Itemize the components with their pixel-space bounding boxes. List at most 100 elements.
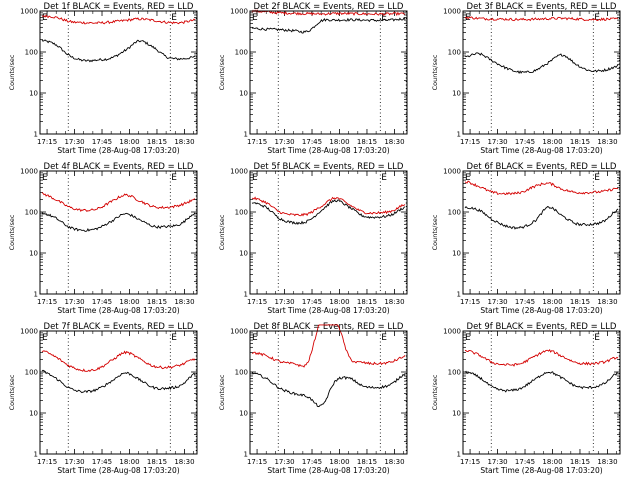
y-tick-label: 1000 [443, 8, 461, 16]
x-tick-label: 18:30 [384, 458, 404, 466]
event-marker-label: E [465, 173, 471, 183]
x-tick-label: 17:45 [302, 298, 322, 306]
y-tick-label: 1000 [20, 168, 38, 176]
events-series-line [464, 370, 619, 393]
panel-title: Det 1f BLACK = Events, RED = LLD [44, 2, 194, 12]
y-axis-label: Counts/sec [431, 374, 439, 410]
x-tick-label: 18:30 [384, 138, 404, 146]
x-tick-label: 17:30 [487, 298, 507, 306]
y-tick-label: 100 [235, 369, 248, 377]
x-axis-label: Start Time (28-Aug-08 17:03:20) [267, 146, 389, 155]
y-tick-label: 10 [239, 410, 248, 418]
x-tick-label: 17:15 [460, 138, 480, 146]
y-tick-label: 1 [457, 131, 461, 139]
x-tick-label: 17:45 [302, 458, 322, 466]
x-tick-label: 17:15 [37, 138, 57, 146]
y-tick-label: 100 [448, 49, 461, 57]
panel-title: Det 6f BLACK = Events, RED = LLD [467, 162, 617, 172]
plot-frame [39, 330, 198, 455]
plot-frame [39, 170, 198, 295]
plot-frame [249, 170, 408, 295]
events-series-line [251, 17, 406, 34]
x-axis-label: Start Time (28-Aug-08 17:03:20) [57, 146, 179, 155]
lld-series-line [41, 192, 196, 213]
x-tick-label: 17:15 [37, 458, 57, 466]
detector-panel-1: Det 1f BLACK = Events, RED = LLD 1 10 100 10… [8, 2, 198, 155]
event-marker-label: E [252, 173, 258, 183]
x-tick-label: 17:30 [274, 458, 294, 466]
y-tick-label: 1000 [443, 328, 461, 336]
x-axis-label: Start Time (28-Aug-08 17:03:20) [480, 146, 602, 155]
event-marker-label: E [381, 333, 387, 343]
detector-panel-4: Det 4f BLACK = Events, RED = LLD 1 10 100 10… [8, 162, 198, 315]
y-tick-label: 1000 [20, 328, 38, 336]
event-marker-label: E [381, 173, 387, 183]
x-tick-label: 18:30 [174, 458, 194, 466]
detector-panel-7: Det 7f BLACK = Events, RED = LLD 1 10 100 10… [8, 322, 198, 475]
y-axis-label: Counts/sec [431, 54, 439, 90]
lld-series-line [41, 14, 196, 25]
panel-title: Det 8f BLACK = Events, RED = LLD [254, 322, 404, 332]
x-tick-label: 18:00 [329, 138, 349, 146]
x-axis-label: Start Time (28-Aug-08 17:03:20) [57, 466, 179, 475]
x-tick-label: 17:30 [487, 458, 507, 466]
x-tick-label: 18:15 [570, 298, 590, 306]
detector-panel-8: Det 8f BLACK = Events, RED = LLD 1 10 100 10… [218, 322, 408, 475]
x-tick-label: 18:00 [329, 458, 349, 466]
x-tick-label: 18:00 [542, 298, 562, 306]
y-tick-label: 1 [244, 131, 248, 139]
x-tick-label: 18:30 [597, 138, 617, 146]
x-tick-label: 18:00 [542, 138, 562, 146]
y-tick-label: 10 [452, 250, 461, 258]
panel-title: Det 7f BLACK = Events, RED = LLD [44, 322, 194, 332]
event-marker-label: E [42, 173, 48, 183]
x-tick-label: 18:00 [119, 298, 139, 306]
y-tick-label: 100 [235, 209, 248, 217]
x-tick-label: 17:15 [460, 458, 480, 466]
y-tick-label: 10 [29, 250, 38, 258]
y-tick-label: 10 [29, 410, 38, 418]
x-tick-label: 18:15 [147, 138, 167, 146]
event-marker-label: E [171, 13, 177, 23]
event-marker-label: E [252, 13, 258, 23]
y-tick-label: 1 [457, 291, 461, 299]
x-tick-label: 18:30 [597, 458, 617, 466]
panel-title: Det 4f BLACK = Events, RED = LLD [44, 162, 194, 172]
x-tick-label: 17:45 [515, 138, 535, 146]
y-tick-label: 100 [25, 209, 38, 217]
y-tick-label: 10 [239, 90, 248, 98]
x-tick-label: 18:00 [119, 138, 139, 146]
x-axis-label: Start Time (28-Aug-08 17:03:20) [57, 306, 179, 315]
x-tick-label: 17:15 [247, 458, 267, 466]
lld-series-line [464, 348, 619, 367]
panel-title: Det 2f BLACK = Events, RED = LLD [254, 2, 404, 12]
x-tick-label: 18:00 [542, 458, 562, 466]
event-marker-label: E [42, 333, 48, 343]
y-axis-label: Counts/sec [218, 214, 226, 250]
events-series-line [41, 211, 196, 232]
event-marker-label: E [381, 13, 387, 23]
x-tick-label: 17:30 [274, 138, 294, 146]
events-series-line [41, 39, 195, 63]
event-marker-label: E [465, 333, 471, 343]
x-tick-label: 17:45 [302, 138, 322, 146]
lld-series-line [464, 180, 619, 196]
y-axis-label: Counts/sec [218, 54, 226, 90]
panel-title: Det 3f BLACK = Events, RED = LLD [467, 2, 617, 12]
x-tick-label: 18:15 [570, 138, 590, 146]
x-tick-label: 18:00 [119, 458, 139, 466]
x-tick-label: 17:45 [92, 138, 112, 146]
x-tick-label: 17:45 [92, 298, 112, 306]
y-tick-label: 1 [34, 131, 38, 139]
y-tick-label: 100 [25, 369, 38, 377]
y-tick-label: 1000 [230, 8, 248, 16]
y-tick-label: 10 [452, 90, 461, 98]
y-tick-label: 1000 [443, 168, 461, 176]
x-tick-label: 17:30 [64, 458, 84, 466]
y-tick-label: 10 [29, 90, 38, 98]
x-tick-label: 17:15 [37, 298, 57, 306]
y-axis-label: Counts/sec [431, 214, 439, 250]
lld-series-line [252, 196, 406, 217]
plot-frame [249, 330, 408, 455]
